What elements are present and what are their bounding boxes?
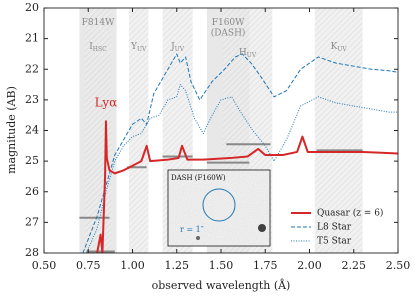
legend-label: T5 Star (317, 237, 352, 247)
y-tick-label: 20 (25, 1, 39, 14)
filter-band (128, 8, 149, 253)
y-tick-label: 28 (25, 246, 39, 259)
lines (82, 53, 398, 253)
x-tick-label: 0.50 (32, 259, 57, 272)
legend-label: L8 Star (317, 223, 352, 233)
band-label: HUV (239, 48, 257, 59)
legend-label: Quasar (z = 6) (317, 208, 383, 219)
x-tick-label: 1.00 (120, 259, 145, 272)
y-tick-label: 27 (25, 215, 39, 228)
band-label: YUV (130, 42, 147, 53)
band-note: (DASH) (211, 28, 246, 39)
source (258, 224, 266, 232)
x-tick-label: 0.75 (76, 259, 101, 272)
x-tick-label: 2.00 (297, 259, 322, 272)
band-subscript: UV (247, 52, 257, 59)
band-label: KUV (331, 42, 348, 53)
source (196, 236, 200, 240)
band-label: F160W (212, 18, 245, 28)
band-label: F814W (82, 18, 115, 28)
band-subscript: UV (337, 46, 347, 53)
aperture (202, 188, 236, 222)
x-tick-label: 1.25 (165, 259, 190, 272)
band-subscript: HSC (93, 46, 107, 53)
legend: Quasar (z = 6) L8 Star T5 Star (291, 208, 383, 247)
x-axis-label: observed wavelength (Å) (152, 278, 291, 292)
annotation: Lyα (95, 95, 118, 109)
series-line (86, 84, 398, 253)
y-tick-label: 24 (25, 124, 39, 137)
y-tick-label: 25 (25, 154, 39, 167)
series-line (82, 53, 398, 253)
band-subscript: UV (137, 46, 147, 53)
series-line (96, 120, 398, 253)
y-tick-label: 26 (25, 185, 39, 198)
band-name: J (170, 42, 175, 52)
inset-radius: r = 1″ (180, 225, 204, 234)
y-tick-label: 22 (25, 62, 39, 75)
y-tick-label: 21 (25, 32, 39, 45)
x-tick-label: 1.75 (253, 259, 278, 272)
band-name: Y (130, 42, 138, 52)
x-tick-label: 2.25 (342, 259, 367, 272)
filter-band (314, 8, 363, 253)
band-name: F814W (82, 18, 115, 28)
inset: DASH (F160W) r = 1″ (167, 169, 271, 247)
inset-noise (169, 171, 269, 245)
band-name: I (89, 42, 93, 52)
band-label: IHSC (89, 42, 107, 53)
band-name: H (239, 48, 247, 58)
band-subscript: UV (175, 46, 185, 53)
band-name: F160W (212, 18, 245, 28)
inset-title: DASH (F160W) (171, 174, 226, 182)
x-tick-label: 2.50 (386, 259, 411, 272)
x-tick-label: 1.50 (209, 259, 234, 272)
band-name: K (331, 42, 338, 52)
y-axis-label: magnitude (AB) (5, 86, 18, 174)
y-tick-label: 23 (25, 93, 39, 106)
band-label: JUV (170, 42, 185, 53)
